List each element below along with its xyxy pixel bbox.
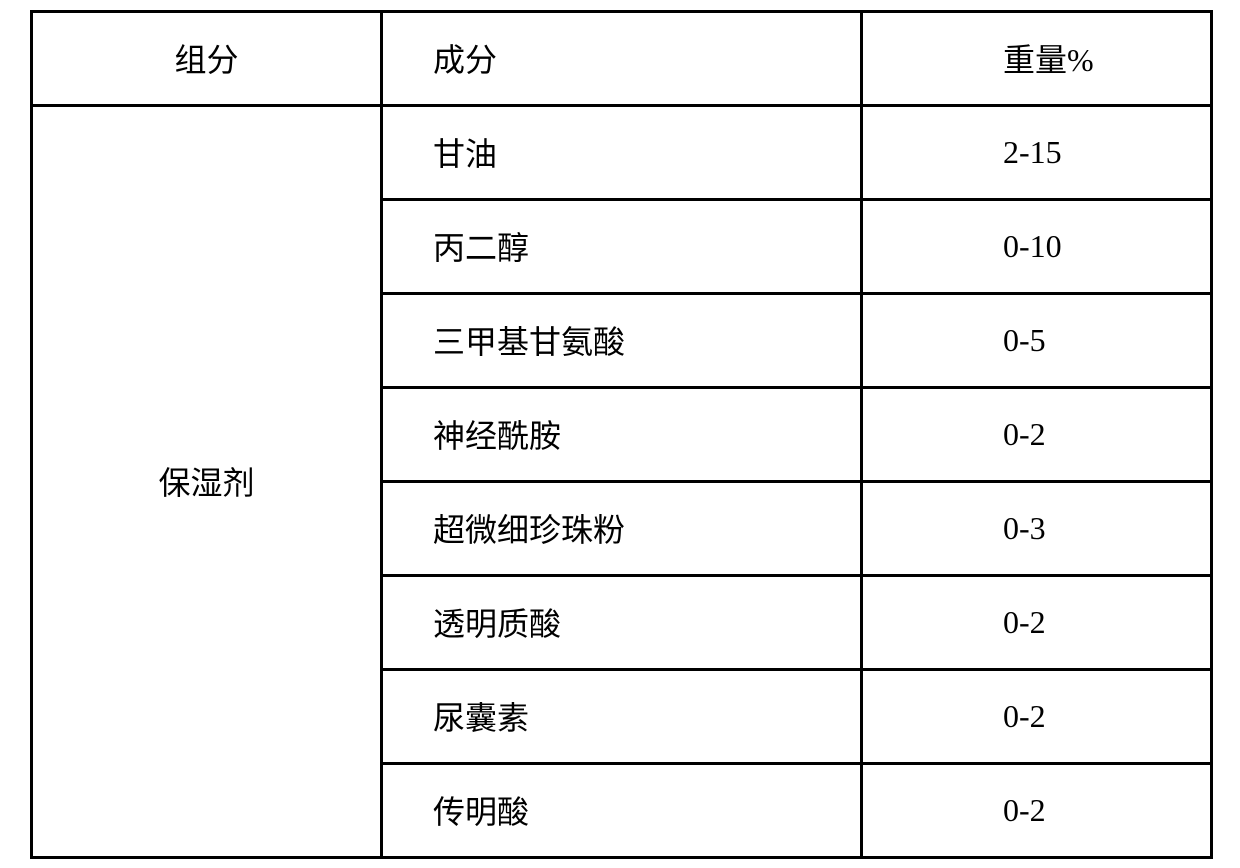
- header-ingredient: 成分: [382, 11, 862, 105]
- ingredient-cell: 超微细珍珠粉: [382, 481, 862, 575]
- weight-cell: 0-2: [862, 387, 1212, 481]
- ingredient-cell: 传明酸: [382, 763, 862, 857]
- ingredient-cell: 三甲基甘氨酸: [382, 293, 862, 387]
- ingredient-cell: 透明质酸: [382, 575, 862, 669]
- ingredient-cell: 丙二醇: [382, 199, 862, 293]
- ingredients-table-container: 组分 成分 重量% 保湿剂 甘油 2-15 丙二醇 0-10 三甲基甘氨酸 0-…: [30, 10, 1210, 859]
- weight-cell: 0-2: [862, 669, 1212, 763]
- table-row: 保湿剂 甘油 2-15: [32, 105, 1212, 199]
- weight-cell: 2-15: [862, 105, 1212, 199]
- ingredient-cell: 神经酰胺: [382, 387, 862, 481]
- header-weight: 重量%: [862, 11, 1212, 105]
- table-header-row: 组分 成分 重量%: [32, 11, 1212, 105]
- weight-cell: 0-2: [862, 763, 1212, 857]
- ingredient-cell: 甘油: [382, 105, 862, 199]
- weight-cell: 0-5: [862, 293, 1212, 387]
- weight-cell: 0-10: [862, 199, 1212, 293]
- category-cell: 保湿剂: [32, 105, 382, 857]
- ingredient-cell: 尿囊素: [382, 669, 862, 763]
- weight-cell: 0-2: [862, 575, 1212, 669]
- ingredients-table: 组分 成分 重量% 保湿剂 甘油 2-15 丙二醇 0-10 三甲基甘氨酸 0-…: [30, 10, 1213, 859]
- header-category: 组分: [32, 11, 382, 105]
- weight-cell: 0-3: [862, 481, 1212, 575]
